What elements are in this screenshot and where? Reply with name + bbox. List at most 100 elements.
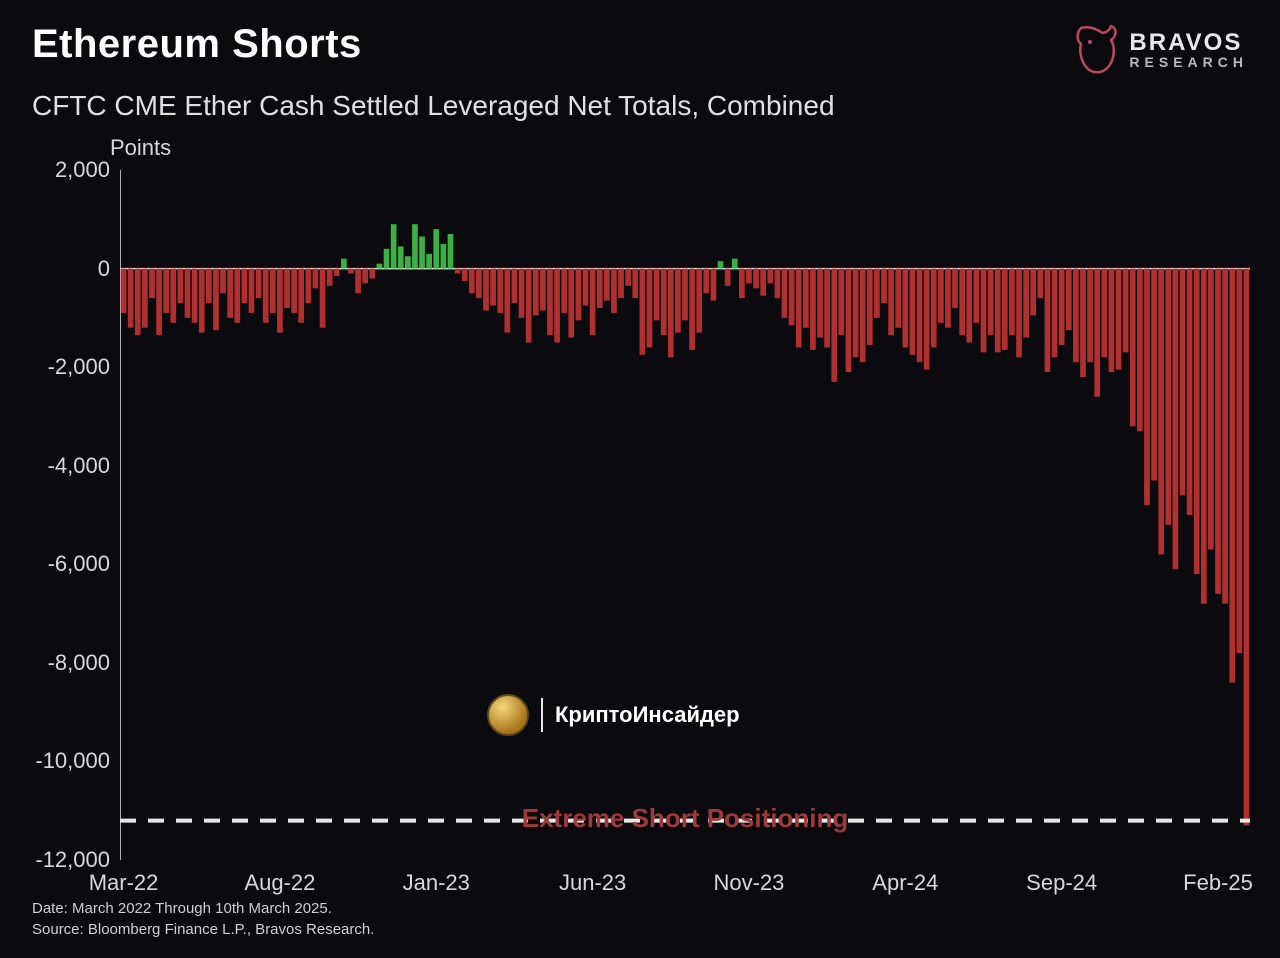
bar <box>966 269 972 343</box>
bull-icon <box>1073 22 1119 78</box>
bar <box>1236 269 1242 653</box>
bar <box>341 259 347 269</box>
bar <box>526 269 532 343</box>
bar <box>369 269 375 279</box>
bar <box>441 244 447 269</box>
x-tick-label: Feb-25 <box>1183 870 1253 896</box>
bar <box>846 269 852 373</box>
bar <box>568 269 574 338</box>
bar <box>512 269 518 304</box>
bar <box>476 269 482 299</box>
annotation-label: Extreme Short Positioning <box>522 803 849 834</box>
bar <box>128 269 134 328</box>
x-tick-label: Apr-24 <box>872 870 938 896</box>
bar <box>661 269 667 336</box>
y-tick-label: -4,000 <box>10 453 110 479</box>
bar <box>405 256 411 268</box>
bar <box>284 269 290 308</box>
footer-line-2: Source: Bloomberg Finance L.P., Bravos R… <box>32 919 374 940</box>
footer-line-1: Date: March 2022 Through 10th March 2025… <box>32 898 374 919</box>
bar <box>888 269 894 336</box>
bar <box>327 269 333 286</box>
bar <box>519 269 525 318</box>
bar <box>654 269 660 321</box>
bar <box>604 269 610 301</box>
bar <box>1059 269 1065 345</box>
bar-chart <box>120 170 1250 860</box>
x-tick-label: Jan-23 <box>403 870 470 896</box>
bar <box>611 269 617 313</box>
bar <box>1109 269 1115 373</box>
bar <box>945 269 951 328</box>
bar <box>1158 269 1164 555</box>
x-tick-label: Sep-24 <box>1026 870 1097 896</box>
bar <box>348 269 354 274</box>
bar <box>320 269 326 328</box>
bar <box>760 269 766 296</box>
bar <box>249 269 255 313</box>
bar <box>902 269 908 348</box>
bar <box>789 269 795 326</box>
bar <box>910 269 916 355</box>
bar <box>384 249 390 269</box>
bar <box>831 269 837 382</box>
bar <box>199 269 205 333</box>
bar <box>462 269 468 281</box>
bar <box>881 269 887 304</box>
y-tick-label: -2,000 <box>10 354 110 380</box>
bar <box>590 269 596 336</box>
bar <box>1215 269 1221 594</box>
bar <box>227 269 233 318</box>
bar <box>277 269 283 333</box>
brand-logo: BRAVOS RESEARCH <box>1073 22 1248 78</box>
bar <box>597 269 603 308</box>
bar <box>490 269 496 306</box>
bar <box>1173 269 1179 570</box>
bar <box>334 269 340 276</box>
watermark-text: КриптоИнсайдер <box>555 702 740 728</box>
bar <box>796 269 802 348</box>
bar <box>362 269 368 284</box>
bar <box>703 269 709 294</box>
bar <box>853 269 859 358</box>
bar <box>775 269 781 299</box>
bar <box>469 269 475 294</box>
bar <box>433 229 439 268</box>
bar <box>1201 269 1207 604</box>
bar <box>839 269 845 336</box>
bar <box>746 269 752 284</box>
bar <box>810 269 816 350</box>
x-tick-label: Jun-23 <box>559 870 626 896</box>
bar <box>163 269 169 313</box>
y-axis-ticks: 2,0000-2,000-4,000-6,000-8,000-10,000-12… <box>10 170 110 860</box>
bar <box>156 269 162 336</box>
bar <box>263 269 269 323</box>
bar <box>554 269 560 343</box>
bar <box>1023 269 1029 338</box>
bar <box>959 269 965 336</box>
bar <box>1130 269 1136 427</box>
y-axis-label: Points <box>110 135 171 161</box>
chart-subtitle: CFTC CME Ether Cash Settled Leveraged Ne… <box>32 90 835 122</box>
bar <box>576 269 582 321</box>
bar <box>391 224 397 268</box>
watermark-divider <box>541 698 543 732</box>
bar <box>718 261 724 268</box>
y-tick-label: -6,000 <box>10 551 110 577</box>
bar <box>931 269 937 348</box>
x-tick-label: Aug-22 <box>244 870 315 896</box>
bar <box>1087 269 1093 363</box>
bar <box>121 269 127 313</box>
bar <box>561 269 567 313</box>
bar <box>256 269 262 299</box>
bar <box>618 269 624 299</box>
y-tick-label: 0 <box>10 256 110 282</box>
bar <box>924 269 930 370</box>
bar <box>938 269 944 323</box>
bar <box>917 269 923 363</box>
bar <box>1052 269 1058 358</box>
bar <box>1194 269 1200 575</box>
x-tick-label: Nov-23 <box>713 870 784 896</box>
bar <box>1073 269 1079 363</box>
bar <box>1066 269 1072 331</box>
